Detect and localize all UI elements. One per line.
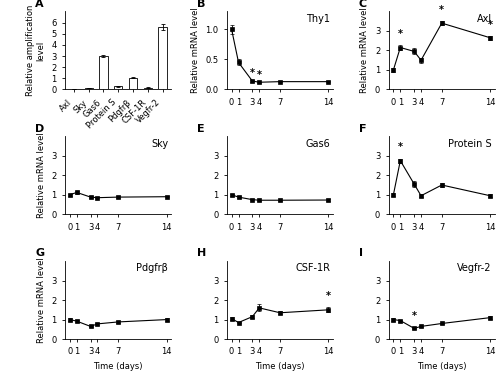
Text: B: B — [197, 0, 205, 9]
Text: Pdgfrβ: Pdgfrβ — [136, 263, 168, 274]
Text: D: D — [35, 123, 44, 134]
Text: G: G — [35, 248, 44, 258]
X-axis label: Time (days): Time (days) — [417, 362, 467, 371]
Text: C: C — [359, 0, 367, 9]
Text: Vegfr-2: Vegfr-2 — [458, 263, 492, 274]
Bar — [84, 88, 92, 90]
Text: H: H — [197, 248, 206, 258]
Bar — [100, 56, 108, 90]
Text: *: * — [488, 19, 492, 30]
Text: Axl: Axl — [476, 14, 492, 24]
Y-axis label: Relative mRNA level: Relative mRNA level — [191, 8, 200, 93]
Text: *: * — [412, 311, 416, 321]
Text: F: F — [359, 123, 366, 134]
Bar — [114, 86, 122, 90]
Bar — [144, 88, 152, 90]
X-axis label: Time (days): Time (days) — [94, 362, 143, 371]
Text: Sky: Sky — [151, 139, 168, 149]
Text: Thy1: Thy1 — [306, 14, 330, 24]
Text: *: * — [250, 68, 255, 78]
Bar — [70, 89, 78, 90]
Y-axis label: Relative amplification
level: Relative amplification level — [26, 5, 46, 96]
Text: *: * — [440, 5, 444, 14]
Text: Gas6: Gas6 — [306, 139, 330, 149]
Text: *: * — [398, 142, 403, 152]
Bar — [158, 27, 166, 90]
X-axis label: Time (days): Time (days) — [256, 362, 305, 371]
Y-axis label: Relative mRNA level: Relative mRNA level — [36, 132, 46, 218]
Y-axis label: Relative mRNA level: Relative mRNA level — [360, 8, 370, 93]
Y-axis label: Relative mRNA level: Relative mRNA level — [36, 257, 46, 343]
Bar — [129, 78, 137, 90]
Text: *: * — [398, 29, 403, 39]
Text: I: I — [359, 248, 363, 258]
Text: *: * — [326, 291, 331, 301]
Text: E: E — [197, 123, 204, 134]
Text: A: A — [35, 0, 44, 9]
Text: CSF-1R: CSF-1R — [295, 263, 330, 274]
Text: Protein S: Protein S — [448, 139, 492, 149]
Text: *: * — [257, 70, 262, 80]
